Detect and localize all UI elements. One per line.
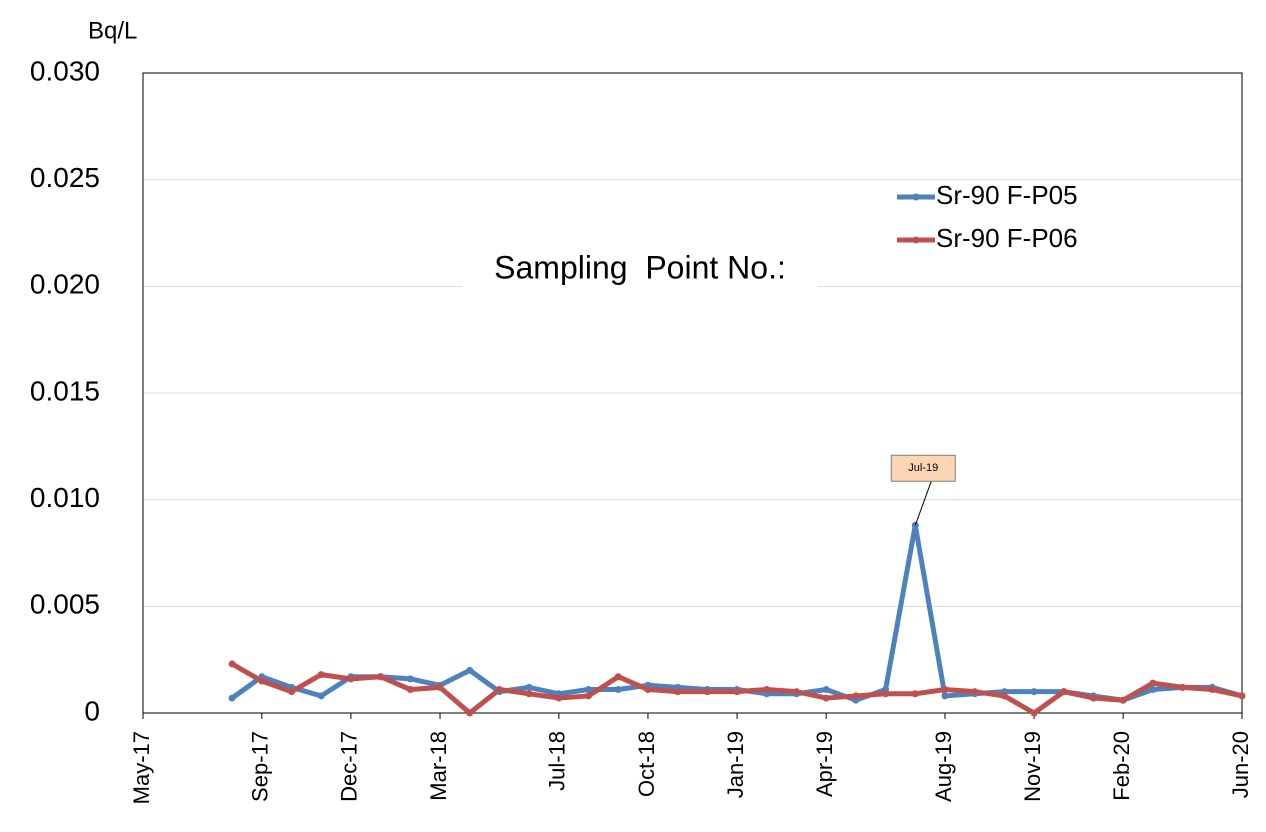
data-point [614,673,622,681]
y-tick-label: 0.025 [30,162,100,193]
data-point [1208,686,1216,694]
data-point [377,673,385,681]
data-point [1060,688,1068,696]
data-point [406,675,414,683]
x-tick-label: Dec-17 [337,731,362,802]
data-point [1030,709,1038,717]
y-tick-label: 0 [84,695,100,726]
data-point [585,692,593,700]
data-point [822,694,830,702]
data-point [1149,679,1157,687]
data-point [525,690,533,698]
data-point [406,686,414,694]
x-tick-label: Oct-18 [634,731,659,797]
data-point [347,675,355,683]
data-point [436,683,444,691]
x-tick-label: Jan-19 [723,731,748,798]
data-point [703,688,711,696]
data-point [1238,692,1246,700]
data-point [317,671,325,679]
data-point [288,688,296,696]
data-point [555,694,563,702]
legend-label: Sr-90 F-P06 [936,223,1078,253]
y-tick-label: 0.020 [30,269,100,300]
legend-marker [912,193,920,201]
legend-label: Sr-90 F-P05 [936,180,1078,210]
x-tick-label: Sep-17 [248,731,273,802]
y-tick-label: 0.015 [30,375,100,406]
data-point [822,686,830,694]
data-point [733,688,741,696]
data-point [495,686,503,694]
data-point [466,709,474,717]
y-tick-label: 0.005 [30,589,100,620]
data-point [525,683,533,691]
data-point [1149,686,1157,694]
x-tick-label: Mar-18 [426,731,451,801]
x-tick-label: Feb-20 [1109,731,1134,801]
data-point [674,688,682,696]
data-point [971,688,979,696]
annotation: Sampling Point No.: [494,249,786,285]
x-tick-label: Jul-18 [545,731,570,791]
y-tick-label: 0.010 [30,482,100,513]
data-point [317,692,325,700]
data-point [852,692,860,700]
legend-marker [912,236,920,244]
x-tick-label: Nov-19 [1020,731,1045,802]
data-point [258,677,266,685]
data-point [1000,692,1008,700]
data-point [1119,696,1127,704]
data-point [466,666,474,674]
data-point [941,692,949,700]
callout-box [890,454,956,482]
x-tick-label: Aug-19 [931,731,956,802]
annotation-background [462,245,818,290]
plot-frame [142,72,1243,714]
callout-label: Jul-19 [908,462,938,474]
data-point [644,686,652,694]
data-point [585,686,593,694]
data-point [882,690,890,698]
data-point [228,694,236,702]
data-point [1089,694,1097,702]
data-point [228,660,236,668]
x-tick-label: Apr-19 [812,731,837,797]
data-point [911,690,919,698]
data-point [1179,683,1187,691]
callout-leader [914,481,932,526]
x-tick-label: Jun-20 [1228,731,1253,798]
y-tick-label: 0.030 [30,55,100,86]
data-point [792,688,800,696]
data-point [763,686,771,694]
data-point [941,686,949,694]
y-axis-label: Bq/L [88,17,137,44]
x-tick-label: May-17 [129,731,154,804]
data-point [1030,688,1038,696]
data-point [614,686,622,694]
